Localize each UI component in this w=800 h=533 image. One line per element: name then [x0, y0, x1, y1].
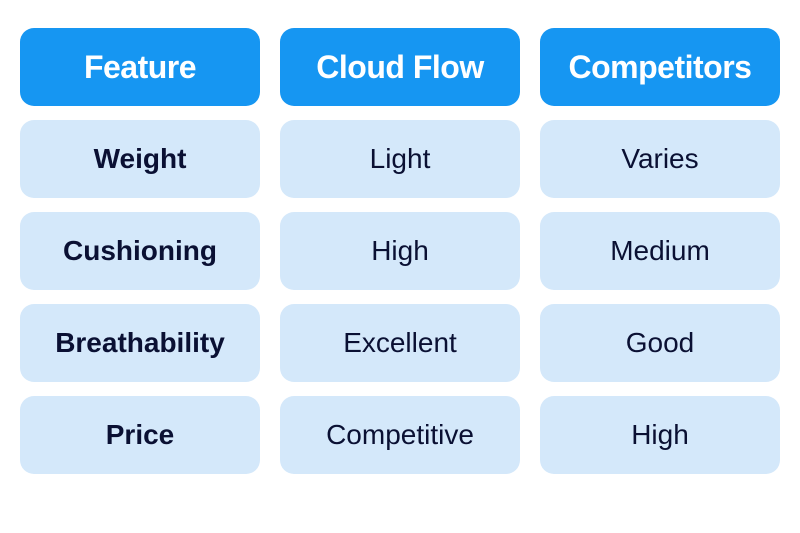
- column-header-feature: Feature: [20, 28, 260, 106]
- comparison-table: Feature Cloud Flow Competitors Weight Li…: [20, 28, 780, 474]
- value-cloud-flow-price: Competitive: [280, 396, 520, 474]
- value-competitors-cushioning: Medium: [540, 212, 780, 290]
- value-cloud-flow-cushioning: High: [280, 212, 520, 290]
- column-header-competitors: Competitors: [540, 28, 780, 106]
- feature-label-breathability: Breathability: [20, 304, 260, 382]
- value-cloud-flow-breathability: Excellent: [280, 304, 520, 382]
- feature-label-weight: Weight: [20, 120, 260, 198]
- column-header-cloud-flow: Cloud Flow: [280, 28, 520, 106]
- value-competitors-price: High: [540, 396, 780, 474]
- value-cloud-flow-weight: Light: [280, 120, 520, 198]
- value-competitors-breathability: Good: [540, 304, 780, 382]
- value-competitors-weight: Varies: [540, 120, 780, 198]
- feature-label-price: Price: [20, 396, 260, 474]
- feature-label-cushioning: Cushioning: [20, 212, 260, 290]
